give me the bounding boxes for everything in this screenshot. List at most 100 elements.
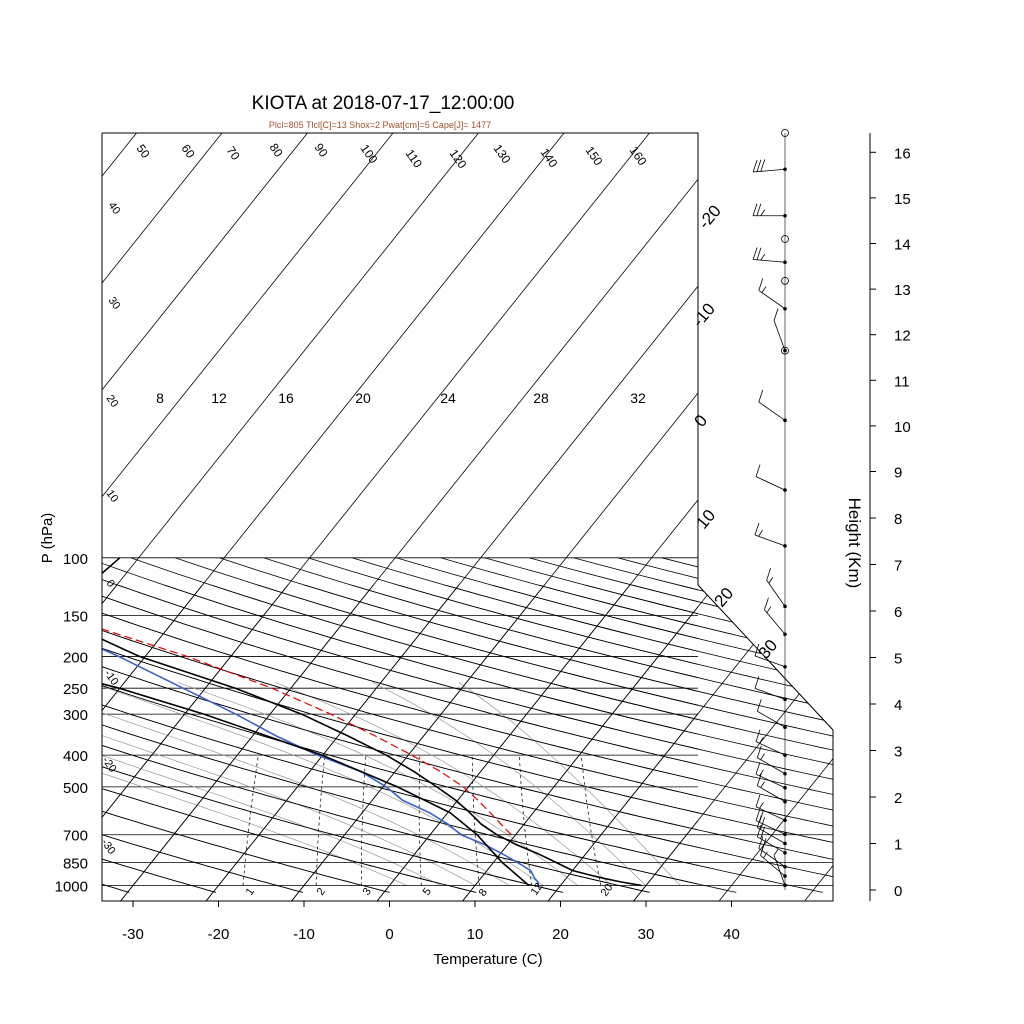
series-line-2 [102,648,540,886]
isotherm-line [462,585,833,901]
height-tick-label: 11 [894,373,910,390]
wind-barb [758,278,786,310]
height-tick-label: 9 [894,465,902,482]
height-tick-label: 7 [894,558,902,575]
dry-adiabat-line [839,558,1024,893]
isotherm-line [120,585,736,901]
wind-barb [756,745,786,775]
dry-adiabat-line [396,585,833,893]
x-tick-label: -30 [122,926,144,943]
mixing-ratio-label: 3 [361,886,374,898]
thetae-label: 28 [533,390,549,406]
moist-adiabat-line [102,755,441,886]
dry-adiabat-line [396,557,698,639]
dry-adiabat-line [102,585,833,893]
theta-label: 80 [267,141,286,160]
wind-barb [764,597,786,635]
dry-adiabat-line [307,585,833,893]
isotherm-line [205,585,821,901]
dry-adiabat-line [102,585,737,893]
height-tick-label: 1 [894,837,902,854]
wind-open-marker [781,276,789,285]
isotherm-label: 0 [104,578,117,590]
theta-label: 150 [583,144,606,169]
wind-barb [752,159,786,173]
mixing-ratio-line [471,755,480,886]
chart-title: KIOTA at 2018-07-17_12:00:00 [252,93,515,114]
wind-barb [773,308,786,351]
theta-label: 70 [224,144,243,163]
mixing-ratio-label: 5 [421,886,434,898]
dry-adiabat-line [102,585,833,893]
isotherm-label: 0 [691,411,712,430]
isotherm-line [804,585,833,901]
moist-adiabat-line [177,682,578,886]
isotherm-line [718,585,833,901]
isotherm-label: 30 [755,636,782,663]
wind-barb [758,836,786,868]
height-tick-label: 16 [894,145,911,162]
mixing-ratio-label: 1 [244,886,257,898]
wind-barb [752,247,786,263]
isotherm-label: -30 [99,837,118,857]
dry-adiabat-line [351,585,833,893]
isotherm-label: 10 [104,488,121,505]
wind-barb [758,389,786,421]
wind-level-dot [783,488,787,492]
isotherm-line [376,585,833,901]
dry-adiabat-line [102,585,833,893]
height-tick-label: 8 [894,511,902,528]
theta-label: 90 [312,141,331,160]
isotherm-line [102,133,394,498]
dry-adiabat-line [927,558,1024,893]
x-tick-label: 10 [467,926,484,943]
mixing-ratio-line [315,755,326,886]
pressure-tick-label: 1000 [55,879,88,896]
mixing-ratio-label: 12 [529,881,546,898]
mixing-ratio-line [242,755,259,886]
pressure-tick-label: 850 [63,855,88,872]
grid-lines [102,133,1024,901]
dry-adiabat-line [573,557,698,591]
height-tick-label: 4 [894,697,902,714]
dry-adiabat-line [102,585,833,893]
height-tick-label: 15 [894,191,911,208]
wind-barb [756,824,786,854]
series-line-3 [102,682,530,887]
dry-adiabat-line [661,557,698,568]
dry-adiabat-line [883,558,1024,893]
dry-adiabat-line [102,585,833,893]
x-tick-label: -20 [208,926,230,943]
wind-open-marker [781,235,789,243]
dry-adiabat-line [750,585,833,893]
dry-adiabat-line [263,557,698,679]
moist-adiabat-line [102,712,510,886]
isotherm-line [102,133,223,284]
isotherm-label: 40 [106,200,123,217]
pressure-tick-label: 100 [63,551,88,568]
dry-adiabat-line [1016,558,1024,893]
pressure-tick-label: 150 [63,609,88,626]
theta-label: 110 [403,147,426,171]
isotherm-label: 20 [104,393,121,410]
isotherm-line [102,133,479,605]
pressure-tick-label: 700 [63,828,88,845]
height-tick-label: 2 [894,790,902,807]
wind-barb [755,794,786,821]
dry-adiabat-line [927,558,1024,893]
wind-barb [754,676,786,700]
dry-adiabat-line [102,579,698,750]
isotherm-label: -10 [689,300,719,331]
isotherm-line [547,585,833,901]
dry-adiabat-line [263,585,833,893]
dry-adiabat-line [839,558,1024,893]
mixing-ratio-line [580,755,602,886]
dry-adiabat-line [219,557,698,692]
theta-label: 130 [491,142,514,167]
wind-calm-marker [781,129,789,137]
wind-barb [752,203,785,217]
isotherm-label: -20 [695,202,725,233]
wind-barb [755,464,786,491]
dry-adiabat-line [617,557,698,579]
dry-adiabat-line [102,585,390,893]
